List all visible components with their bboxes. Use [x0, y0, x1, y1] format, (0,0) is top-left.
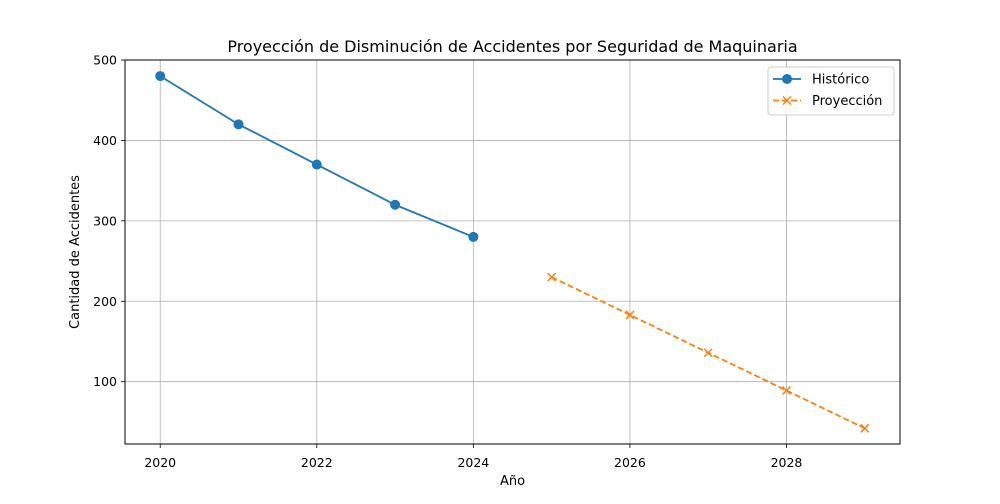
- y-tick-label: 200: [93, 294, 117, 309]
- data-point-proyeccion-stroke: [547, 272, 557, 282]
- x-tick-label: 2028: [771, 455, 803, 470]
- x-tick-label: 2024: [457, 455, 489, 470]
- legend-label-proyeccion: Proyección: [812, 94, 882, 109]
- data-point-historico: [468, 231, 479, 242]
- y-tick-label: 500: [93, 53, 117, 68]
- data-point-proyeccion-stroke: [860, 423, 870, 433]
- data-point-proyeccion: [781, 385, 792, 396]
- legend-marker-proyeccion-stroke: [782, 95, 792, 106]
- axis-ticks: 2020 2022 2024 2026 2028 100 200 300 400 500: [93, 53, 802, 471]
- y-tick-label: 300: [93, 213, 117, 228]
- chart-legend: Histórico Proyección: [767, 66, 895, 116]
- x-tick-label: 2026: [614, 455, 646, 470]
- legend-marker-proyeccion: [782, 95, 792, 106]
- data-point-proyeccion: [703, 348, 713, 358]
- series-proyeccion: [547, 272, 870, 433]
- legend-label-historico: Histórico: [812, 73, 869, 88]
- y-tick-label: 100: [93, 374, 117, 389]
- legend-marker-historico: [782, 74, 792, 84]
- data-point-proyeccion: [625, 310, 635, 320]
- data-point-historico: [311, 159, 322, 170]
- data-point-historico: [233, 119, 244, 130]
- y-tick-label: 400: [93, 133, 117, 148]
- plot-area-frame: [124, 59, 901, 445]
- data-point-historico: [390, 199, 401, 210]
- data-point-proyeccion: [860, 423, 870, 433]
- data-point-proyeccion-stroke: [781, 385, 792, 396]
- x-tick-label: 2022: [301, 455, 333, 470]
- data-point-proyeccion-stroke: [703, 348, 713, 358]
- data-point-proyeccion-stroke: [625, 310, 635, 320]
- chart-title: Proyección de Disminución de Accidentes …: [227, 37, 797, 56]
- y-axis-label: Cantidad de Accidentes: [68, 175, 83, 329]
- series-historico: [155, 71, 479, 242]
- data-point-historico: [155, 71, 166, 82]
- x-tick-label: 2020: [144, 455, 176, 470]
- plot-series: [155, 71, 870, 433]
- data-point-proyeccion: [547, 272, 557, 282]
- x-axis-label: Año: [500, 474, 525, 489]
